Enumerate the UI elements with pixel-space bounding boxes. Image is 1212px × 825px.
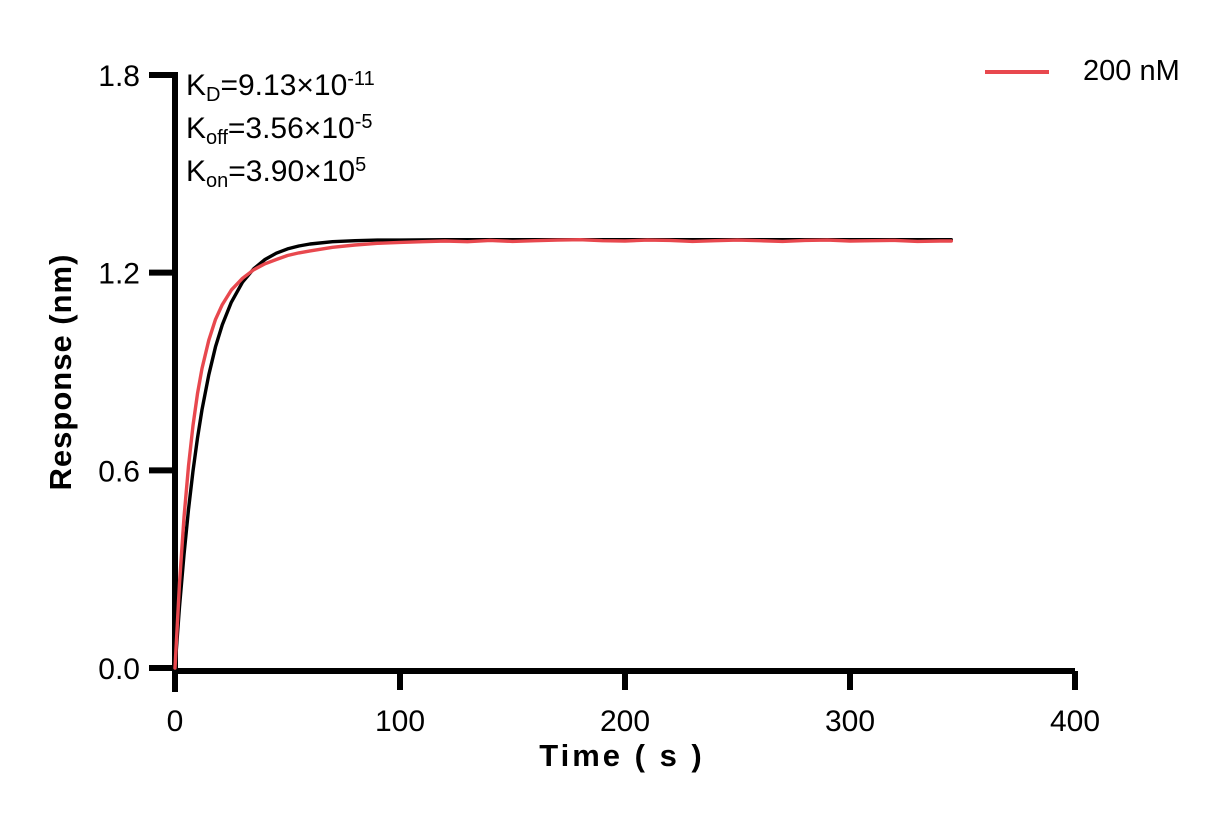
y-tick-label: 0.6	[98, 455, 140, 488]
series-200-nM	[173, 237, 953, 670]
x-tick-label: 400	[1050, 705, 1100, 738]
x-tick-label: 300	[825, 705, 875, 738]
series-Fitted-curve	[173, 237, 953, 670]
legend-line-swatch	[985, 70, 1049, 74]
y-tick-label: 1.2	[98, 258, 140, 291]
x-axis-title: Time ( s )	[539, 738, 705, 773]
x-tick-label: 100	[375, 705, 425, 738]
constant-value: =3.90×10	[228, 155, 356, 188]
legend-label: 200 nM	[1083, 55, 1180, 87]
constant-exponent: 5	[355, 154, 367, 176]
constant-subscript: on	[206, 170, 229, 192]
legend: 200 nM	[985, 55, 1180, 87]
constant-symbol: K	[186, 69, 207, 102]
constant-exponent: -11	[347, 68, 375, 90]
constant-symbol: K	[186, 112, 207, 145]
y-tick-label: 1.8	[98, 60, 140, 93]
constant-subscript: off	[206, 127, 228, 149]
kinetic-constant-on: Kon=3.90×105	[186, 150, 375, 193]
constant-value: =3.56×10	[227, 112, 355, 145]
kinetics-annotation: KD=9.13×10-11 Koff=3.56×10-5 Kon=3.90×105	[186, 64, 375, 193]
constant-subscript: D	[206, 84, 221, 106]
kinetic-constant-D: KD=9.13×10-11	[186, 64, 375, 107]
y-axis-title: Response (nm)	[43, 253, 78, 491]
x-tick-label: 0	[167, 705, 184, 738]
constant-symbol: K	[186, 155, 207, 188]
kinetic-constant-off: Koff=3.56×10-5	[186, 107, 375, 150]
constant-exponent: -5	[354, 111, 373, 133]
constant-value: =9.13×10	[220, 69, 348, 102]
y-tick-label: 0.0	[98, 653, 140, 686]
x-tick-label: 200	[600, 705, 650, 738]
